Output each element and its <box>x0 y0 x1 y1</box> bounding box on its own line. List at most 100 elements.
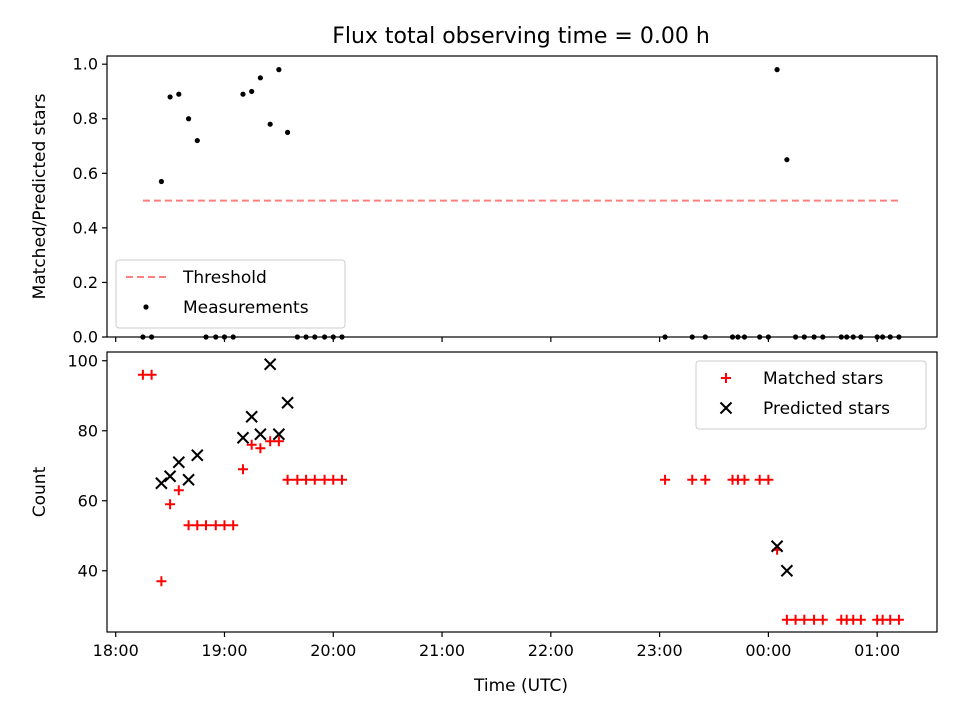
matched-point <box>687 474 698 485</box>
series-predicted-stars <box>155 358 794 577</box>
predicted-point <box>155 477 168 490</box>
measurement-point <box>167 94 173 100</box>
x-axis-label: Time (UTC) <box>473 676 568 696</box>
matched-point <box>273 436 284 447</box>
legend-label: Threshold <box>182 268 267 288</box>
matched-point <box>781 614 792 625</box>
axes-frame <box>106 55 938 338</box>
y-tick-label: 0.4 <box>73 218 98 237</box>
matched-point <box>237 464 248 475</box>
predicted-point <box>236 431 250 444</box>
measurement-point <box>185 116 192 122</box>
matched-point <box>173 485 184 496</box>
matched-point <box>754 474 765 485</box>
x-tick-label: 01:00 <box>854 641 900 660</box>
measurement-point <box>784 157 790 163</box>
predicted-point <box>281 396 294 409</box>
matched-point <box>265 436 276 447</box>
matched-point <box>817 614 828 625</box>
legend-handle <box>143 304 149 310</box>
y-tick-label: 0.0 <box>73 328 98 347</box>
matched-point <box>200 520 211 531</box>
matched-point <box>156 576 167 587</box>
predicted-point <box>254 428 267 441</box>
legend: Matched stars Predicted stars <box>695 360 927 430</box>
matched-point <box>309 474 320 485</box>
matched-point <box>855 614 866 625</box>
y-tick-label: 40 <box>78 561 98 580</box>
legend-label: Predicted stars <box>763 399 890 419</box>
matched-point <box>893 614 904 625</box>
measurement-point <box>276 67 282 73</box>
predicted-point <box>780 564 794 577</box>
y-tick-label: 0.8 <box>73 109 98 128</box>
y-axis-label: Matched/Predicted stars <box>30 93 50 299</box>
y-tick-label: 0.6 <box>73 164 98 183</box>
y-axis-label: Count <box>30 466 50 517</box>
measurement-point <box>267 121 273 127</box>
matched-point <box>210 520 221 531</box>
matched-point <box>183 520 194 531</box>
x-tick-label: 23:00 <box>637 641 683 660</box>
measurement-point <box>194 137 200 144</box>
matched-point <box>700 474 711 485</box>
bottom-panel-count: 40 60 80 100 18:00 19:00 20:00 21:00 22:00 23:00 0… <box>30 351 938 660</box>
legend-label: Matched stars <box>763 369 883 389</box>
matched-point <box>809 614 820 625</box>
matched-point <box>319 474 330 485</box>
measurement-point <box>284 129 291 135</box>
matched-point <box>328 474 339 485</box>
matched-point <box>301 474 312 485</box>
predicted-point <box>770 540 784 553</box>
axes-frame <box>106 351 938 633</box>
matched-point <box>763 474 774 485</box>
matched-point <box>799 614 810 625</box>
x-tick-label: 18:00 <box>93 641 139 660</box>
predicted-point <box>263 358 277 371</box>
matched-point <box>146 369 157 380</box>
matched-point <box>790 614 801 625</box>
matched-point <box>336 474 347 485</box>
measurement-point <box>774 67 780 73</box>
matched-point <box>219 520 230 531</box>
matched-point <box>739 474 750 485</box>
matched-point <box>292 474 303 485</box>
y-tick-label: 80 <box>78 421 98 440</box>
series-matched-stars <box>137 369 904 625</box>
legend-box <box>115 259 346 329</box>
legend-box <box>695 360 927 430</box>
x-tick-label: 20:00 <box>310 641 356 660</box>
measurement-point <box>257 75 263 81</box>
predicted-point <box>272 428 286 441</box>
x-tick-label: 21:00 <box>419 641 465 660</box>
y-tick-label: 100 <box>67 351 98 370</box>
top-panel-ratio: 0.0 0.2 0.4 0.6 0.8 1.0 Matched/Predicted star… <box>30 55 938 347</box>
measurement-point <box>240 91 246 97</box>
matched-point <box>255 443 266 454</box>
predicted-point <box>191 449 204 462</box>
legend-label: Measurements <box>183 298 309 318</box>
predicted-point <box>182 473 195 486</box>
legend-handle <box>721 373 731 383</box>
matched-point <box>660 474 671 485</box>
predicted-point <box>172 456 186 469</box>
x-tick-label: 22:00 <box>528 641 574 660</box>
matched-point <box>282 474 293 485</box>
x-tick-label: 00:00 <box>745 641 791 660</box>
legend: Threshold Measurements <box>115 259 346 329</box>
y-tick-label: 0.2 <box>73 273 98 292</box>
predicted-point <box>245 410 258 423</box>
matched-point <box>885 614 896 625</box>
matched-point <box>246 439 257 450</box>
legend-handle <box>719 401 733 415</box>
x-tick-label: 19:00 <box>201 641 247 660</box>
measurement-point <box>176 91 182 97</box>
predicted-point <box>163 470 177 483</box>
y-tick-label: 60 <box>78 491 98 510</box>
y-tick-label: 1.0 <box>73 55 98 74</box>
matched-point <box>228 520 239 531</box>
measurement-point <box>158 178 164 185</box>
matched-point <box>192 520 203 531</box>
